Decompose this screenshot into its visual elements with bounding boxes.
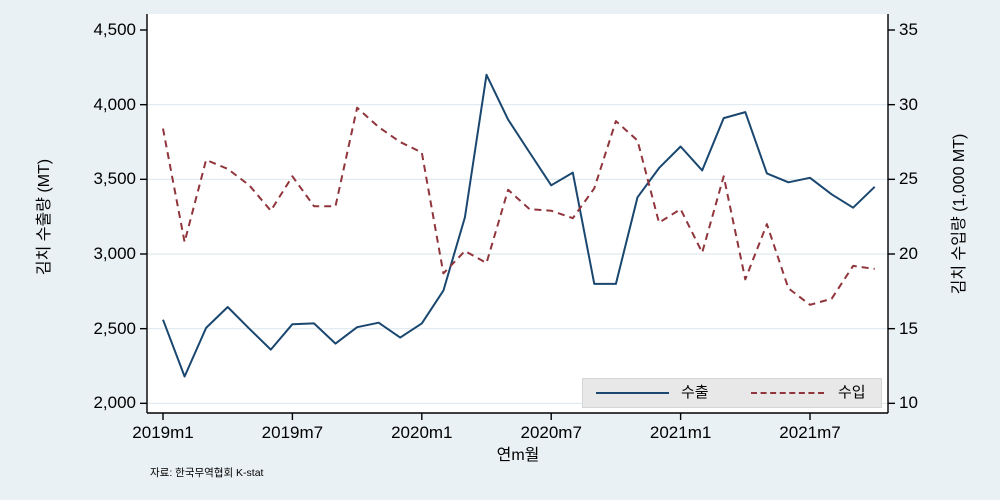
x-axis-title: 연m월: [496, 447, 540, 464]
legend-import-line-sample: [751, 392, 824, 394]
x-tick-label: 2021m7: [779, 423, 841, 442]
x-tick-label: 2019m7: [261, 423, 324, 442]
x-tick-label: 2019m1: [132, 423, 194, 442]
right-axis-title: 김치 수입량 (1,000 MT): [951, 133, 968, 295]
right-tick-label: 15: [899, 318, 918, 338]
export-line: [162, 73, 876, 378]
import-line: [162, 106, 875, 306]
legend-export-label: 수출: [681, 384, 709, 401]
left-axis-title: 김치 수출량 (MT): [36, 158, 53, 276]
left-tick-label: 3,500: [93, 169, 136, 189]
x-tick-label: 2021m1: [649, 423, 712, 442]
x-tick-label: 2020m7: [520, 423, 582, 442]
right-tick-label: 25: [899, 169, 918, 189]
left-tick-label: 2,500: [93, 318, 136, 338]
legend-export-line-sample: [596, 392, 669, 394]
right-tick-label: 30: [899, 94, 918, 114]
plot-region: [147, 14, 888, 413]
left-tick-label: 2,000: [93, 393, 136, 413]
left-tick-label: 4,500: [93, 20, 136, 39]
right-tick-label: 10: [899, 393, 918, 413]
right-tick-label: 20: [899, 243, 918, 263]
left-tick-label: 3,000: [93, 243, 136, 263]
legend-import-label: 수입: [838, 384, 866, 401]
x-tick-label: 2020m1: [391, 423, 453, 442]
source-note: 자료: 한국무역협회 K-stat: [150, 467, 264, 479]
right-tick-label: 35: [899, 20, 918, 39]
legend: 수출 수입: [582, 378, 882, 408]
left-tick-label: 4,000: [93, 94, 136, 114]
